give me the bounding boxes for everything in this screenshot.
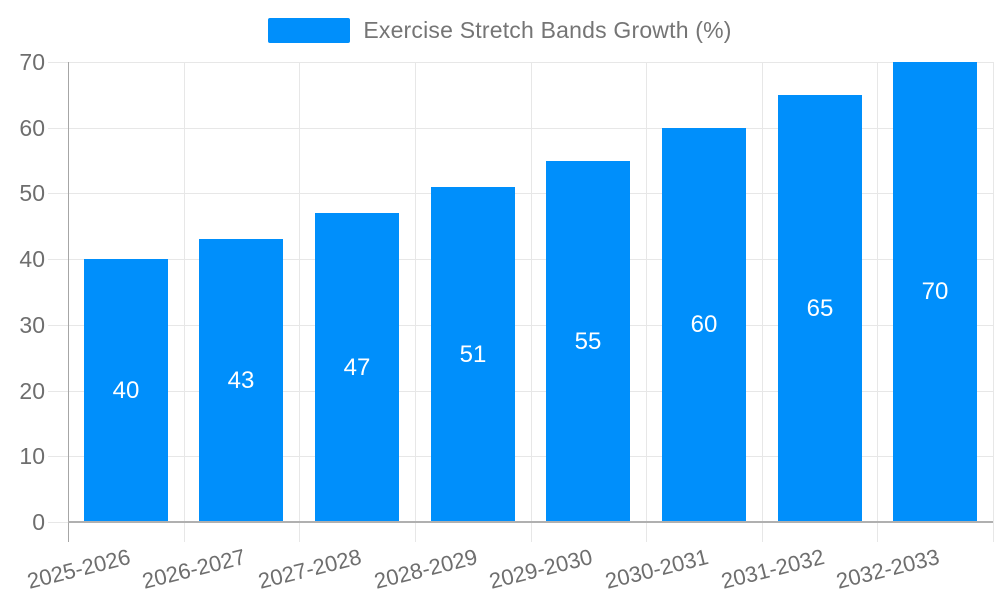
- x-gridline: [299, 62, 300, 542]
- x-axis-tick-label: 2026-2027: [139, 544, 248, 594]
- y-axis-tick-label: 40: [19, 246, 45, 272]
- bar-2032-2033[interactable]: 70: [893, 62, 977, 522]
- x-gridline: [877, 62, 878, 542]
- x-axis-tick-label: 2027-2028: [255, 544, 364, 594]
- y-axis-tick-label: 0: [32, 509, 45, 535]
- y-gridline: [48, 456, 993, 457]
- x-gridline: [646, 62, 647, 542]
- bar-value-label: 43: [227, 366, 255, 394]
- y-axis-tick-label: 20: [19, 378, 45, 404]
- x-axis-tick-label: 2031-2032: [718, 544, 827, 594]
- x-axis-tick-label: 2029-2030: [486, 544, 595, 594]
- y-axis-tick-label: 60: [19, 115, 45, 141]
- x-axis-tick-label: 2030-2031: [602, 544, 711, 594]
- bar-value-label: 55: [574, 327, 602, 355]
- x-gridline: [415, 62, 416, 542]
- x-axis-tick-label: 2028-2029: [371, 544, 480, 594]
- x-gridline: [762, 62, 763, 542]
- bar-2028-2029[interactable]: 51: [431, 187, 515, 522]
- y-gridline: [48, 325, 993, 326]
- chart-legend[interactable]: Exercise Stretch Bands Growth (%): [0, 17, 1000, 44]
- bar-2030-2031[interactable]: 60: [662, 128, 746, 522]
- bar-2031-2032[interactable]: 65: [778, 95, 862, 522]
- y-gridline: [48, 391, 993, 392]
- bar-2025-2026[interactable]: 40: [84, 259, 168, 522]
- legend-series-label: Exercise Stretch Bands Growth (%): [363, 17, 732, 43]
- x-axis-line: [68, 521, 993, 523]
- bar-value-label: 65: [806, 294, 834, 322]
- x-axis-tick-label: 2032-2033: [833, 544, 942, 594]
- bar-value-label: 40: [112, 376, 140, 404]
- y-gridline: [48, 193, 993, 194]
- bar-value-label: 70: [921, 278, 949, 305]
- bar-value-label: 51: [459, 340, 487, 368]
- legend-marker-swatch: [268, 18, 351, 43]
- x-gridline: [993, 62, 994, 542]
- y-axis-tick-label: 70: [19, 49, 45, 75]
- y-axis-tick-label: 30: [19, 312, 45, 338]
- y-axis-tick-label: 50: [19, 180, 45, 206]
- y-axis-line: [68, 62, 69, 542]
- x-axis-tick-label: 2025-2026: [24, 544, 133, 594]
- y-gridline: [48, 259, 993, 260]
- x-gridline: [531, 62, 532, 542]
- x-gridline: [184, 62, 185, 542]
- y-gridline: [48, 128, 993, 129]
- bar-2026-2027[interactable]: 43: [199, 239, 283, 522]
- bar-2029-2030[interactable]: 55: [546, 161, 630, 522]
- bar-value-label: 60: [690, 311, 718, 338]
- bar-value-label: 47: [343, 353, 371, 381]
- y-axis-tick-label: 10: [19, 443, 45, 469]
- bar-2027-2028[interactable]: 47: [315, 213, 399, 522]
- y-gridline: [48, 62, 993, 63]
